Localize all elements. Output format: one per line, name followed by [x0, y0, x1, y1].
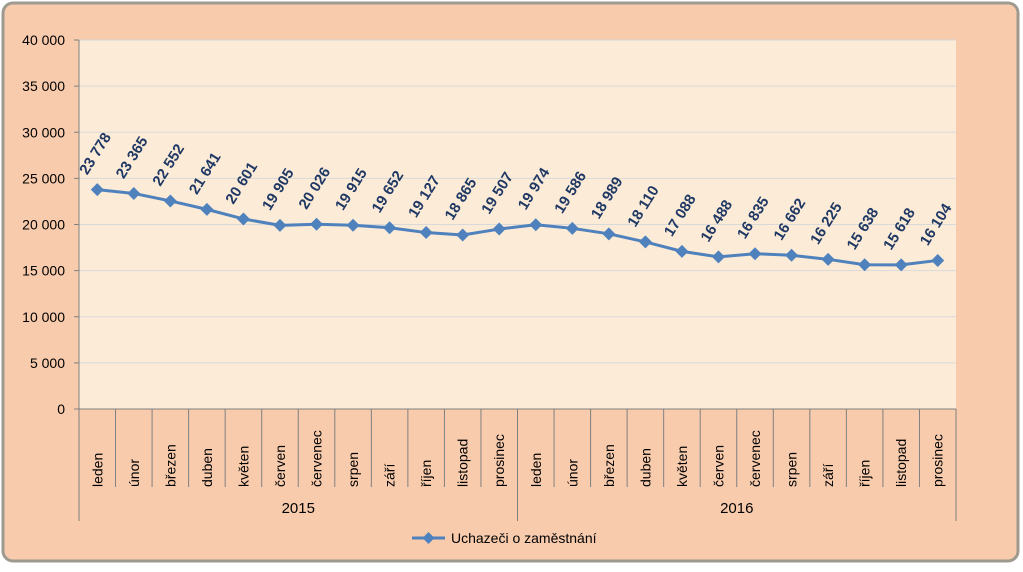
data-point-marker: [894, 258, 908, 272]
x-group-label: 2015: [282, 500, 315, 517]
y-tick-label: 0: [57, 401, 65, 417]
x-tick-label: srpen: [784, 452, 800, 487]
data-point-marker: [711, 250, 725, 264]
x-tick-label: únor: [564, 459, 580, 487]
x-tick-label: březen: [162, 444, 178, 487]
data-point-marker: [90, 183, 104, 197]
x-tick-label: leden: [89, 453, 105, 487]
data-point-marker: [200, 202, 214, 216]
gridlines: [79, 39, 956, 364]
data-point-marker: [602, 227, 616, 241]
y-axis: 0 5 000 10 000 15 000 20 000 25 000 30 000 35 0…: [22, 32, 80, 417]
data-point-marker: [858, 258, 872, 272]
data-point-marker: [638, 235, 652, 249]
x-tick-label: prosinec: [930, 434, 946, 487]
data-point-marker: [383, 221, 397, 235]
y-tick-label: 25 000: [22, 170, 65, 186]
data-point-marker: [748, 247, 762, 261]
x-tick-label: duben: [637, 448, 653, 487]
data-point-marker: [529, 218, 543, 232]
x-tick-label: květen: [674, 446, 690, 487]
data-point-marker: [273, 218, 287, 232]
data-point-marker: [236, 212, 250, 226]
y-tick-label: 5 000: [30, 355, 65, 371]
x-tick-label: listopad: [455, 439, 471, 487]
x-tick-label: květen: [235, 446, 251, 487]
data-point-marker: [931, 253, 945, 267]
data-point-marker: [785, 248, 799, 262]
x-tick-label: srpen: [345, 452, 361, 487]
data-point-marker: [419, 226, 433, 240]
y-tick-label: 15 000: [22, 263, 65, 279]
data-point-marker: [346, 218, 360, 232]
x-tick-label: prosinec: [491, 434, 507, 487]
x-tick-label: září: [382, 464, 398, 487]
x-tick-label: červenec: [747, 430, 763, 487]
series-uchazeci: [90, 183, 945, 272]
x-axis: leden únor březen duben květen červen červenec…: [78, 408, 957, 521]
x-tick-label: listopad: [893, 439, 909, 487]
legend-label: Uchazeči o zaměstnání: [451, 530, 597, 546]
x-tick-label: leden: [528, 453, 544, 487]
legend-marker-diamond-icon: [422, 532, 435, 544]
data-point-marker: [565, 221, 579, 235]
x-tick-label: březen: [601, 444, 617, 487]
x-tick-label: únor: [126, 459, 142, 487]
legend: Uchazeči o zaměstnání: [412, 530, 597, 546]
y-tick-label: 10 000: [22, 309, 65, 325]
data-point-marker: [675, 244, 689, 258]
data-point-marker: [821, 252, 835, 266]
series-line: [97, 188, 938, 267]
y-tick-label: 35 000: [22, 78, 65, 94]
x-tick-label: říjen: [418, 460, 434, 487]
data-point-marker: [310, 217, 324, 231]
y-tick-label: 20 000: [22, 217, 65, 233]
x-tick-label: říjen: [857, 460, 873, 487]
data-point-marker: [127, 186, 141, 200]
data-point-marker: [456, 228, 470, 242]
data-point-marker: [492, 222, 506, 236]
x-group-label: 2016: [720, 500, 753, 517]
y-tick-label: 30 000: [22, 124, 65, 140]
x-tick-label: červen: [272, 445, 288, 487]
data-point-marker: [163, 194, 177, 208]
x-tick-label: září: [820, 464, 836, 487]
y-tick-label: 40 000: [22, 32, 65, 48]
x-tick-label: červenec: [309, 430, 325, 487]
x-tick-label: červen: [710, 445, 726, 487]
x-tick-label: duben: [199, 448, 215, 487]
